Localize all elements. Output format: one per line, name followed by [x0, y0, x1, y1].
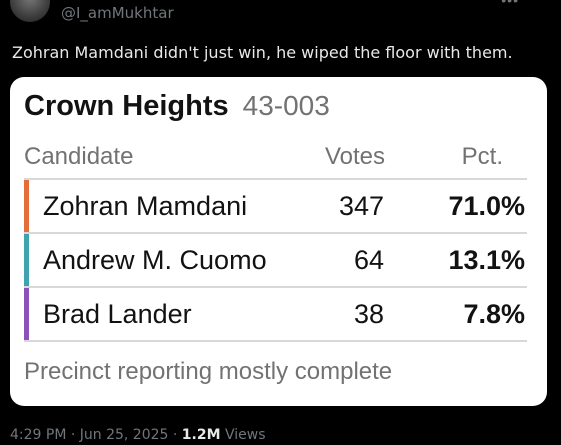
header-candidate: Candidate	[24, 143, 134, 170]
candidate-name: Zohran Mamdani	[43, 191, 248, 221]
table-bottom-divider	[24, 340, 527, 342]
avatar[interactable]	[10, 0, 50, 22]
candidate-row: Andrew M. Cuomo 64 13.1%	[24, 234, 527, 286]
header-votes: Votes	[324, 143, 385, 170]
header-pct: Pct.	[461, 143, 503, 170]
card-title: Crown Heights 43-003	[24, 90, 330, 123]
row-divider	[24, 232, 527, 234]
tweet-text: Zohran Mamdani didn't just win, he wiped…	[12, 43, 513, 62]
user-handle[interactable]: @I_amMukhtar	[61, 4, 174, 22]
candidate-pct: 71.0%	[448, 191, 525, 221]
candidate-row: Zohran Mamdani 347 71.0%	[24, 180, 527, 232]
candidate-color-swatch	[24, 180, 29, 232]
election-results-card[interactable]: Crown Heights 43-003 Candidate Votes Pct.…	[10, 77, 547, 406]
more-icon[interactable]: •••	[501, 0, 519, 8]
candidate-votes: 64	[353, 245, 384, 275]
candidate-votes: 38	[353, 299, 384, 329]
header-divider	[24, 178, 527, 180]
timestamp[interactable]: 4:29 PM · Jun 25, 2025 ·	[10, 427, 182, 443]
views-label: Views	[220, 427, 266, 443]
candidate-name: Brad Lander	[43, 299, 192, 329]
candidate-pct: 13.1%	[448, 245, 525, 275]
candidate-color-swatch	[24, 288, 29, 340]
candidate-name: Andrew M. Cuomo	[43, 245, 267, 275]
candidate-votes: 347	[338, 191, 384, 221]
candidate-row: Brad Lander 38 7.8%	[24, 288, 527, 340]
precinct-id: 43-003	[242, 90, 330, 121]
candidate-color-swatch	[24, 234, 29, 286]
reporting-status: Precinct reporting mostly complete	[24, 358, 393, 385]
candidate-pct: 7.8%	[463, 299, 525, 329]
views-count: 1.2M	[181, 427, 221, 443]
place-name: Crown Heights	[24, 90, 229, 122]
row-divider	[24, 286, 527, 288]
tweet-meta: 4:29 PM · Jun 25, 2025 · 1.2M Views	[10, 427, 265, 443]
